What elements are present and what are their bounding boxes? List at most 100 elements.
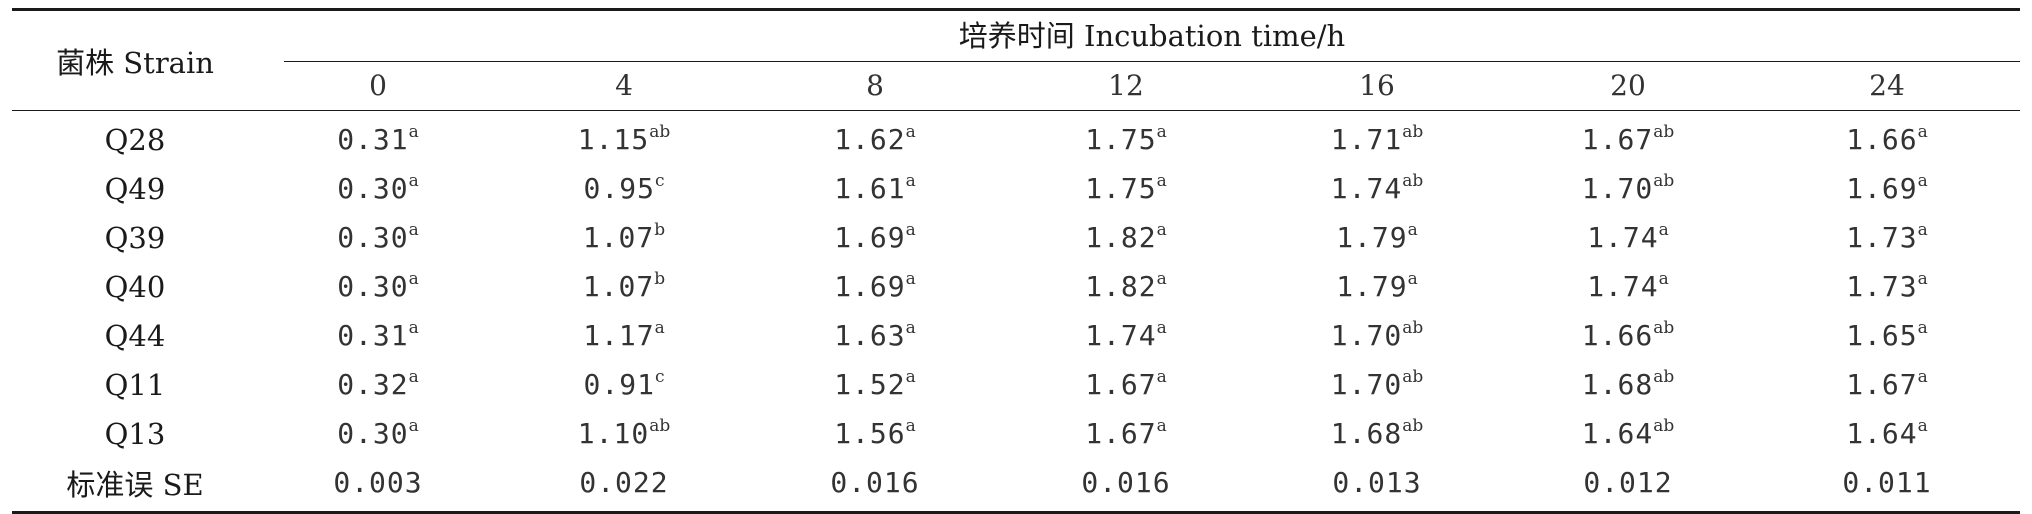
cell-value: 0.30 bbox=[337, 172, 409, 205]
cell-value: 1.73 bbox=[1846, 270, 1918, 303]
standard-error-value: 0.016 bbox=[1081, 466, 1171, 499]
standard-error-row: 标准误 SE 0.003 0.022 0.016 0.016 0.013 0.012 0.01… bbox=[12, 458, 2020, 513]
value-cell: 1.70ab bbox=[1252, 311, 1502, 360]
cell-value: 0.31 bbox=[337, 123, 409, 156]
cell-value: 0.30 bbox=[337, 417, 409, 450]
significance-letter: a bbox=[1917, 366, 1928, 387]
value-cell: 1.73a bbox=[1754, 213, 2020, 262]
significance-letter: a bbox=[1156, 219, 1167, 240]
cell-value: 1.74 bbox=[1587, 221, 1659, 254]
significance-letter: a bbox=[408, 415, 419, 436]
value-cell: 1.69a bbox=[1754, 164, 2020, 213]
cell-value: 1.69 bbox=[834, 270, 906, 303]
significance-letter: a bbox=[905, 170, 916, 191]
cell-value: 1.67 bbox=[1846, 368, 1918, 401]
value-cell: 0.30a bbox=[258, 409, 498, 458]
cell-value: 1.17 bbox=[583, 319, 655, 352]
cell-value: 0.31 bbox=[337, 319, 409, 352]
cell-value: 0.30 bbox=[337, 221, 409, 254]
cell-value: 1.67 bbox=[1085, 368, 1157, 401]
cell-value: 1.63 bbox=[834, 319, 906, 352]
significance-letter: ab bbox=[1653, 366, 1675, 387]
cell-value: 1.74 bbox=[1085, 319, 1157, 352]
significance-letter: a bbox=[1407, 219, 1418, 240]
hour-header-24: 24 bbox=[1869, 69, 1905, 102]
cell-value: 1.69 bbox=[834, 221, 906, 254]
cell-value: 1.74 bbox=[1330, 172, 1403, 205]
hour-header-8: 8 bbox=[866, 69, 884, 102]
cell-value: 0.91 bbox=[583, 368, 655, 401]
cell-value: 1.79 bbox=[1336, 221, 1408, 254]
value-cell: 1.52a bbox=[750, 360, 1000, 409]
cell-value: 1.69 bbox=[1846, 172, 1918, 205]
value-cell: 1.61a bbox=[750, 164, 1000, 213]
value-cell: 1.67a bbox=[1000, 360, 1252, 409]
value-cell: 0.30a bbox=[258, 164, 498, 213]
cell-value: 1.75 bbox=[1085, 172, 1157, 205]
table-body: Q28 0.31a 1.15ab 1.62a 1.75a 1.71ab 1.67ab 1.66… bbox=[12, 111, 2020, 513]
value-cell: 1.64ab bbox=[1502, 409, 1754, 458]
value-cell: 1.56a bbox=[750, 409, 1000, 458]
value-cell: 1.62a bbox=[750, 111, 1000, 165]
cell-value: 1.70 bbox=[1330, 319, 1403, 352]
value-cell: 1.71ab bbox=[1252, 111, 1502, 165]
incubation-table: 菌株 Strain 培养时间 Incubation time/h 0 4 8 12 16… bbox=[12, 8, 2020, 514]
value-cell: 0.91c bbox=[498, 360, 750, 409]
value-cell: 1.65a bbox=[1754, 311, 2020, 360]
significance-letter: a bbox=[1407, 268, 1418, 289]
standard-error-value: 0.012 bbox=[1583, 466, 1673, 499]
value-cell: 1.67a bbox=[1000, 409, 1252, 458]
significance-letter: a bbox=[905, 219, 916, 240]
cell-value: 1.56 bbox=[834, 417, 906, 450]
value-cell: 1.79a bbox=[1252, 262, 1502, 311]
cell-value: 1.61 bbox=[834, 172, 906, 205]
significance-letter: ab bbox=[1653, 121, 1675, 142]
significance-letter: a bbox=[1156, 268, 1167, 289]
significance-letter: a bbox=[1917, 170, 1928, 191]
value-cell: 1.74ab bbox=[1252, 164, 1502, 213]
standard-error-value: 0.011 bbox=[1842, 466, 1932, 499]
hour-header-20: 20 bbox=[1610, 69, 1646, 102]
value-cell: 1.73a bbox=[1754, 262, 2020, 311]
significance-letter: ab bbox=[1402, 317, 1424, 338]
significance-letter: ab bbox=[649, 121, 671, 142]
value-cell: 1.10ab bbox=[498, 409, 750, 458]
value-cell: 1.70ab bbox=[1252, 360, 1502, 409]
cell-value: 0.32 bbox=[337, 368, 409, 401]
incubation-time-label: 培养时间 Incubation time/h bbox=[284, 11, 2020, 62]
cell-value: 1.70 bbox=[1330, 368, 1403, 401]
significance-letter: a bbox=[1156, 121, 1167, 142]
significance-letter: ab bbox=[1402, 366, 1424, 387]
value-cell: 1.67a bbox=[1754, 360, 2020, 409]
table-row: Q13 0.30a 1.10ab 1.56a 1.67a 1.68ab 1.64ab 1.64… bbox=[12, 409, 2020, 458]
significance-letter: a bbox=[1917, 121, 1928, 142]
value-cell: 1.66a bbox=[1754, 111, 2020, 165]
value-cell: 1.69a bbox=[750, 262, 1000, 311]
cell-value: 0.95 bbox=[583, 172, 655, 205]
cell-value: 1.66 bbox=[1846, 123, 1918, 156]
standard-error-value: 0.003 bbox=[333, 466, 423, 499]
cell-value: 0.30 bbox=[337, 270, 409, 303]
cell-value: 1.68 bbox=[1581, 368, 1654, 401]
value-cell: 1.74a bbox=[1502, 213, 1754, 262]
significance-letter: b bbox=[654, 268, 666, 289]
significance-letter: a bbox=[408, 268, 419, 289]
value-cell: 1.69a bbox=[750, 213, 1000, 262]
cell-value: 1.74 bbox=[1587, 270, 1659, 303]
cell-value: 1.10 bbox=[577, 417, 650, 450]
cell-value: 1.67 bbox=[1085, 417, 1157, 450]
standard-error-value: 0.022 bbox=[579, 466, 669, 499]
hour-header-0: 0 bbox=[369, 69, 387, 102]
cell-value: 1.67 bbox=[1581, 123, 1654, 156]
cell-value: 1.07 bbox=[582, 221, 655, 254]
cell-value: 1.73 bbox=[1846, 221, 1918, 254]
cell-value: 1.52 bbox=[834, 368, 906, 401]
cell-value: 1.82 bbox=[1085, 221, 1157, 254]
significance-letter: a bbox=[1917, 219, 1928, 240]
value-cell: 1.82a bbox=[1000, 262, 1252, 311]
significance-letter: ab bbox=[1653, 170, 1675, 191]
table-row: Q44 0.31a 1.17a 1.63a 1.74a 1.70ab 1.66ab 1.65a bbox=[12, 311, 2020, 360]
value-cell: 1.75a bbox=[1000, 111, 1252, 165]
value-cell: 1.15ab bbox=[498, 111, 750, 165]
value-cell: 1.79a bbox=[1252, 213, 1502, 262]
